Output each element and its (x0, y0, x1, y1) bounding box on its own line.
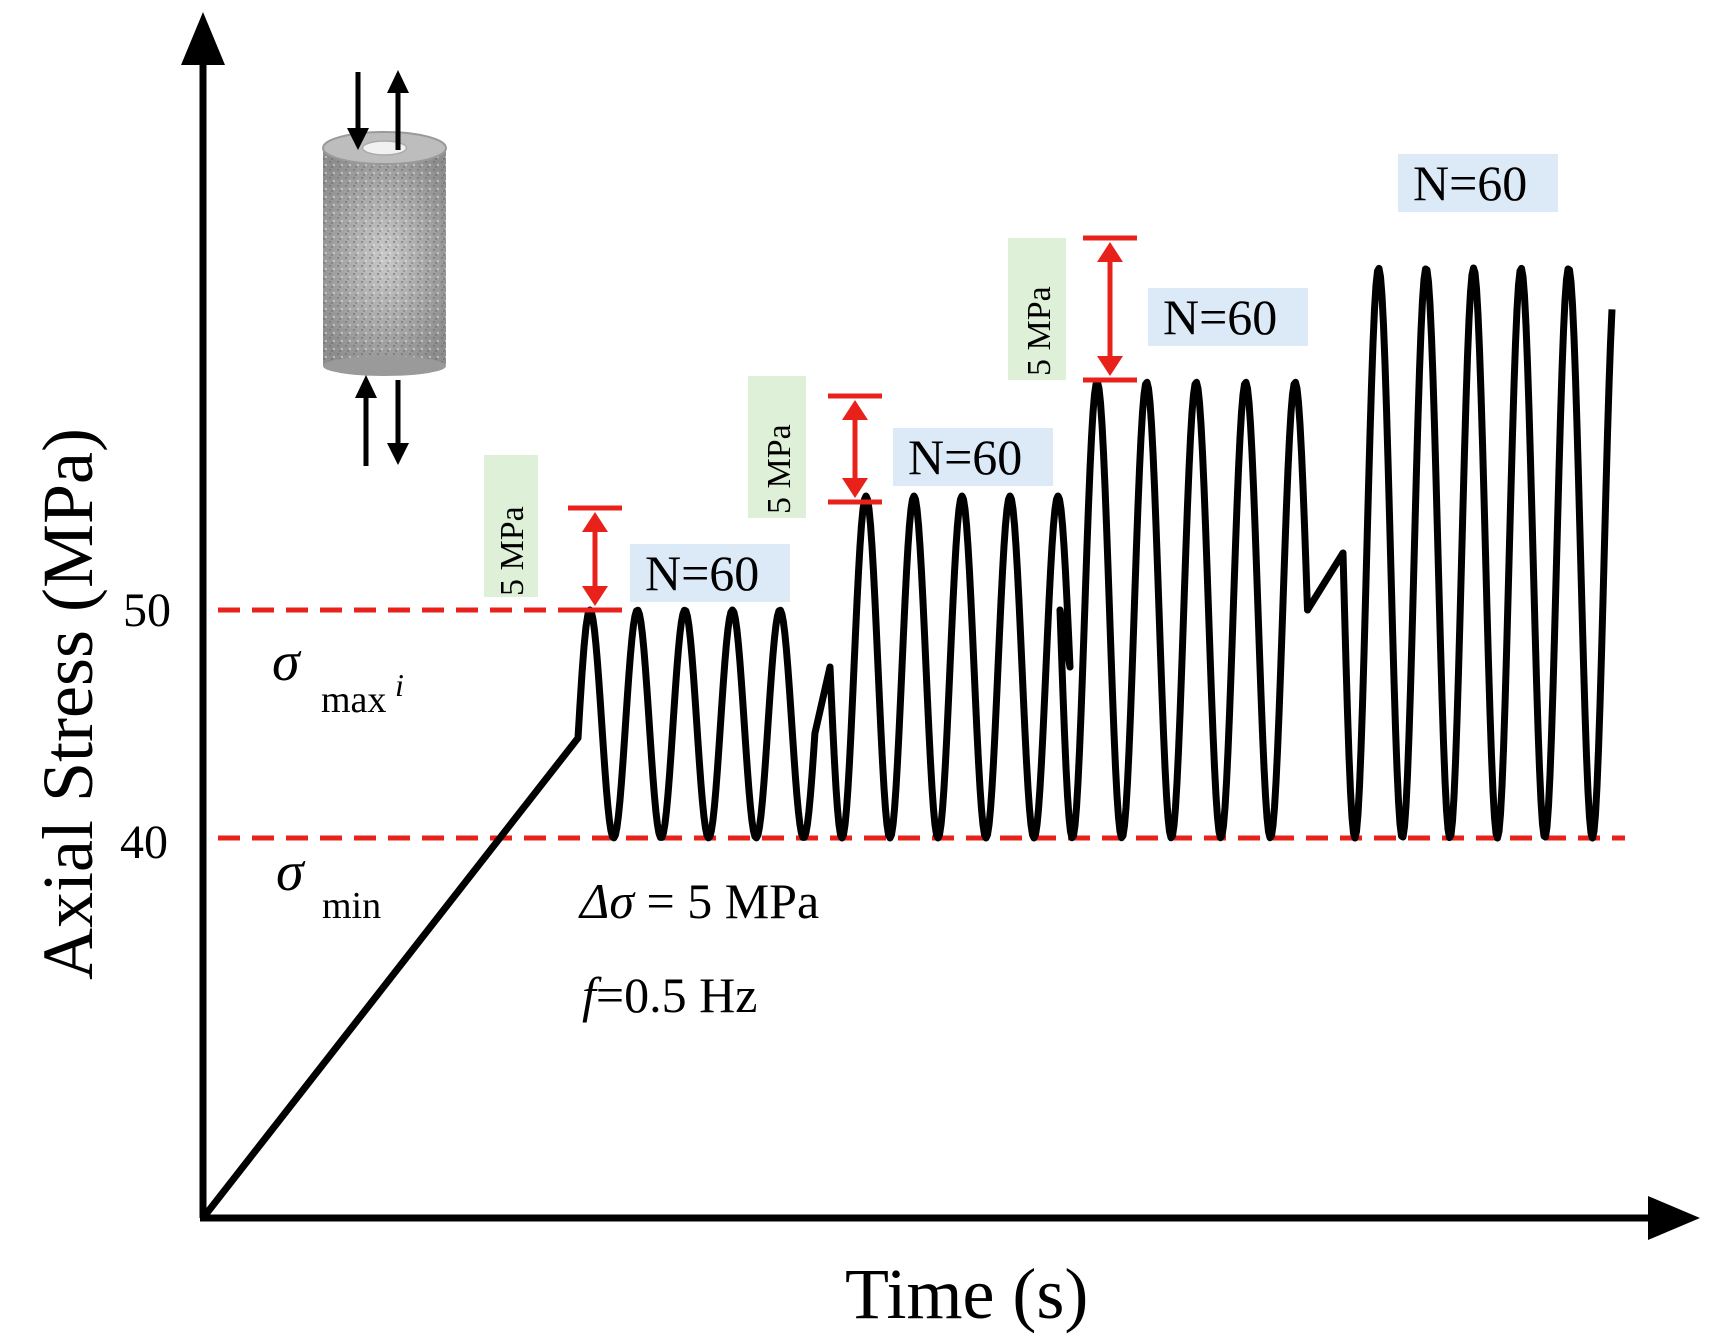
svg-text:i: i (395, 667, 404, 703)
svg-text:N=60: N=60 (1413, 155, 1527, 211)
svg-text:N=60: N=60 (645, 545, 759, 601)
cycle-count-label-3: N=60 (1148, 288, 1308, 346)
y-tick-50: 50 (123, 584, 171, 637)
cycle-count-label-4: N=60 (1398, 154, 1558, 212)
load-arrows-top (347, 70, 409, 150)
delta-sigma-annotation: Δσ = 5 MPa (578, 873, 819, 929)
x-axis (200, 1196, 1700, 1240)
svg-text:5 MPa: 5 MPa (761, 424, 798, 514)
cycle-count-label-2: N=60 (893, 428, 1053, 486)
y-axis (181, 12, 225, 1218)
specimen-illustration (322, 70, 447, 466)
svg-text:σ: σ (276, 841, 306, 903)
svg-text:N=60: N=60 (1163, 289, 1277, 345)
svg-text:σ: σ (272, 631, 302, 693)
svg-text:5 MPa: 5 MPa (494, 506, 531, 596)
step-marker-1 (568, 505, 622, 613)
svg-text:5 MPa: 5 MPa (1021, 286, 1058, 376)
sigma-min-label: σ min (276, 841, 381, 927)
sigma-max-label: σ max i (272, 631, 404, 721)
stress-time-curve (200, 264, 1616, 1221)
x-axis-title: Time (s) (845, 1254, 1088, 1334)
step-marker-2 (828, 393, 882, 505)
step-label-3: 5 MPa (1008, 238, 1066, 380)
frequency-annotation: f=0.5 Hz (582, 967, 757, 1023)
svg-text:N=60: N=60 (908, 429, 1022, 485)
y-tick-40: 40 (120, 816, 168, 869)
step-label-2: 5 MPa (748, 376, 806, 518)
step-label-1: 5 MPa (484, 455, 538, 597)
svg-text:min: min (322, 885, 381, 927)
y-axis-title: Axial Stress (MPa) (28, 428, 108, 980)
step-marker-3 (1083, 235, 1137, 383)
cycle-count-label-1: N=60 (630, 544, 790, 602)
load-arrows-bottom (355, 375, 409, 466)
svg-text:max: max (321, 679, 386, 721)
